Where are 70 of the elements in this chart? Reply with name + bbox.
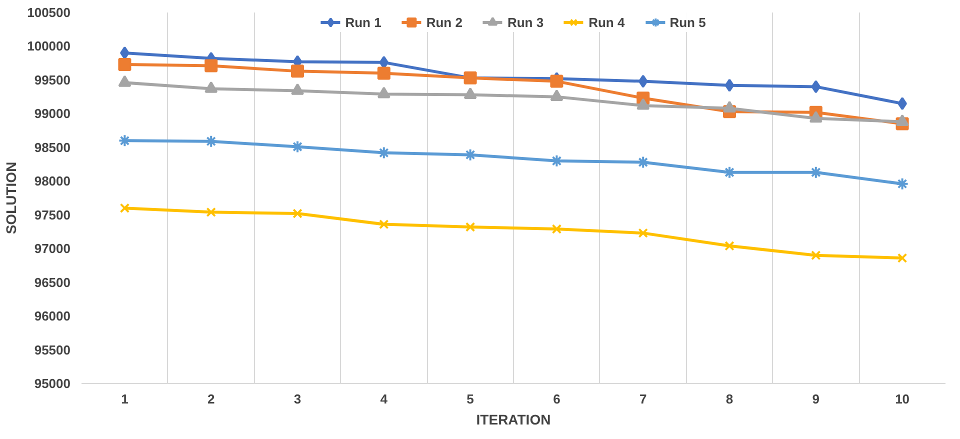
point [809, 166, 822, 179]
point [377, 86, 390, 98]
point [897, 253, 908, 263]
point [206, 207, 216, 218]
point [724, 241, 734, 251]
y-tick-label: 100000 [27, 38, 71, 54]
point [896, 114, 909, 126]
legend-label: Run 2 [426, 14, 462, 30]
x-tick-label: 2 [207, 392, 215, 406]
point [291, 140, 304, 154]
x-tick-label: 1 [121, 392, 128, 406]
x-tick-label: 8 [726, 392, 734, 406]
point [811, 250, 821, 260]
y-tick-label: 97500 [34, 207, 71, 222]
point [291, 83, 304, 95]
point [552, 224, 562, 234]
y-axis-title: SOLUTION [3, 162, 20, 234]
legend-label: Run 3 [507, 14, 544, 30]
y-tick-label: 95000 [34, 376, 71, 391]
x-axis-title: ITERATION [476, 412, 551, 428]
point [723, 166, 736, 179]
point [464, 148, 477, 162]
point [204, 81, 218, 93]
point [291, 64, 304, 78]
point [898, 97, 907, 110]
point [120, 46, 130, 60]
point [723, 100, 736, 112]
y-tick-label: 100500 [27, 5, 71, 20]
legend-label: Run 1 [345, 14, 382, 30]
point [292, 208, 302, 218]
y-tick-label: 99500 [34, 72, 71, 88]
point [377, 66, 390, 80]
point [377, 146, 390, 160]
y-tick-label: 96000 [34, 308, 71, 324]
point [896, 177, 909, 190]
point [379, 56, 389, 69]
legend-label: Run 4 [588, 14, 625, 30]
point [636, 156, 650, 169]
point [120, 203, 130, 214]
point [118, 134, 132, 148]
x-tick-label: 3 [294, 392, 302, 406]
y-tick-label: 95500 [34, 342, 71, 358]
point [379, 219, 389, 230]
point [811, 80, 821, 94]
point [464, 87, 477, 99]
x-tick-label: 9 [812, 392, 820, 406]
x-tick-label: 5 [466, 392, 474, 406]
point [118, 58, 132, 71]
point [638, 74, 648, 88]
x-tick-label: 7 [639, 392, 647, 406]
point [204, 59, 218, 72]
y-tick-label: 96500 [34, 274, 71, 290]
x-tick-label: 10 [895, 392, 910, 406]
point [550, 154, 564, 168]
point [638, 228, 648, 238]
point [204, 134, 218, 148]
y-tick-label: 98000 [34, 174, 71, 189]
point [636, 98, 650, 110]
x-tick-label: 6 [553, 392, 560, 406]
point [465, 222, 476, 232]
point [724, 78, 734, 92]
point [550, 89, 564, 101]
x-tick-label: 4 [380, 392, 388, 406]
point [550, 74, 564, 88]
legend-label: Run 5 [670, 14, 706, 30]
point [809, 111, 822, 123]
y-tick-label: 97000 [34, 241, 71, 256]
y-tick-label: 98500 [34, 140, 71, 155]
point [118, 75, 132, 87]
y-tick-label: 99000 [34, 106, 71, 122]
